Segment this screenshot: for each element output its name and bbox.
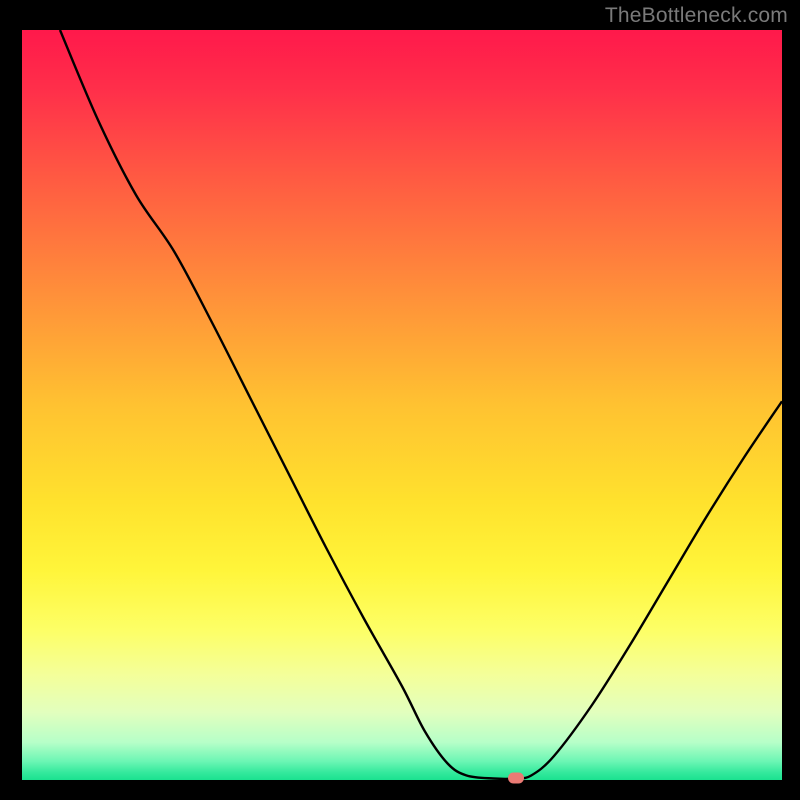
plot-area	[22, 30, 782, 780]
optimum-marker	[508, 772, 524, 783]
watermark-text: TheBottleneck.com	[605, 4, 788, 28]
bottleneck-curve	[22, 30, 782, 780]
